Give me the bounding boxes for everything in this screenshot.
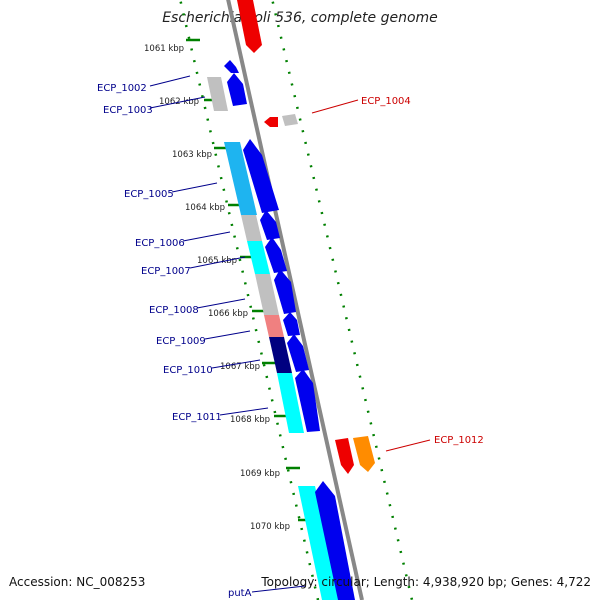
left-dotted-ring	[179, 0, 320, 600]
gene-label: ECP_1008	[149, 305, 199, 316]
accession-text: Accession: NC_008253	[9, 575, 146, 589]
cds-arrow	[264, 117, 278, 127]
genome-backbone	[226, 0, 364, 600]
gene-label: ECP_1005	[124, 189, 174, 200]
right-gene-labels[interactable]: ECP_1004 ECP_1012	[361, 96, 484, 446]
tick-label: 1064 kbp	[185, 203, 225, 213]
gene-label: ECP_1012	[434, 435, 484, 446]
gene-label: ECP_1003	[103, 105, 153, 116]
tick-label: 1069 kbp	[240, 469, 280, 479]
cog-box	[298, 486, 340, 600]
cds-arrow	[287, 334, 309, 372]
cog-box	[255, 274, 279, 315]
gene-label: ECP_1006	[135, 238, 185, 249]
cds-arrow	[224, 60, 239, 73]
tick-label: 1070 kbp	[250, 522, 290, 532]
tick-label: 1061 kbp	[144, 44, 184, 54]
cog-box	[224, 142, 257, 215]
right-dotted-ring	[271, 0, 414, 600]
cds-arrow	[295, 369, 320, 432]
forward-cds[interactable]	[224, 60, 355, 600]
cds-arrow	[237, 0, 262, 53]
cds-arrow	[265, 237, 287, 273]
cog-box	[207, 77, 228, 111]
gene-label: ECP_1011	[172, 412, 222, 423]
tick-label: 1065 kbp	[197, 256, 237, 266]
left-gene-labels[interactable]: ECP_1002 ECP_1003 ECP_1005 ECP_1006 ECP_…	[97, 83, 252, 599]
gene-label: ECP_1009	[156, 336, 206, 347]
cog-box	[269, 337, 292, 373]
cds-arrow	[335, 438, 354, 474]
gene-label: ECP_1007	[141, 266, 191, 277]
gene-label: ECP_1010	[163, 365, 213, 376]
tick-label: 1066 kbp	[208, 309, 248, 319]
cds-arrow	[283, 312, 300, 336]
cog-box	[241, 215, 262, 241]
cds-arrow	[243, 139, 279, 213]
reverse-cds[interactable]	[236, 0, 354, 474]
cds-arrow	[315, 481, 355, 600]
cog-box	[277, 373, 304, 433]
cog-box	[282, 114, 298, 126]
topology-text: Topology: circular; Length: 4,938,920 bp…	[261, 575, 591, 589]
cds-arrow[interactable]	[353, 436, 375, 472]
cog-box	[247, 241, 270, 274]
gene-label: putA	[228, 588, 252, 599]
cds-arrow	[227, 73, 247, 106]
cds-arrow	[274, 269, 296, 314]
cds-arrow	[260, 210, 280, 240]
gene-label: ECP_1002	[97, 83, 147, 94]
cog-box	[264, 315, 284, 337]
tick-marks	[186, 38, 312, 522]
right-leader-lines	[311, 99, 431, 452]
gene-label: ECP_1004	[361, 96, 411, 107]
cog-boxes	[207, 77, 340, 600]
tick-label: 1068 kbp	[230, 415, 270, 425]
left-leader-lines	[149, 75, 306, 593]
tick-label: 1063 kbp	[172, 150, 212, 160]
tick-label: 1067 kbp	[220, 362, 260, 372]
